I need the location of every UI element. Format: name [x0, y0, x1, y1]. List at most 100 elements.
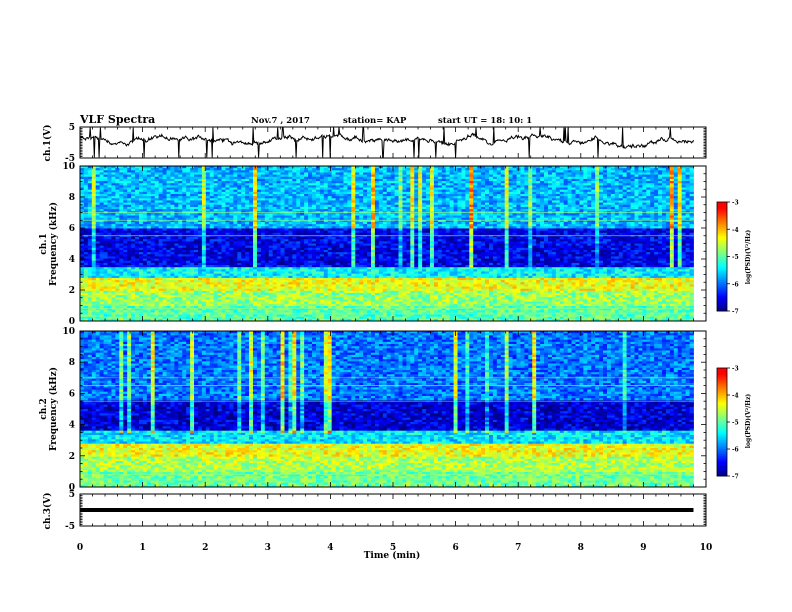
ch1-spectrogram-cell [245, 310, 250, 313]
ch1-spectrogram-cell [142, 277, 148, 281]
ch1-spectrogram-cell [245, 254, 250, 257]
ch1-spectrogram-cell [83, 230, 89, 234]
ch1-spectrogram-cell [138, 174, 144, 178]
ch1-spectrogram-cell [174, 254, 179, 257]
ch1-spectrogram-cell [280, 221, 285, 225]
ch1-spectrogram-cell [111, 196, 116, 199]
ch1-spectrogram-cell [158, 299, 163, 303]
ch1-spectrogram-cell [170, 170, 175, 173]
ch1-spectrogram-cell [174, 273, 179, 277]
ch1-spectrogram-cell [256, 191, 262, 195]
ch1-spectrogram-cell [213, 290, 219, 294]
ch1-spectrogram-cell [292, 249, 297, 253]
ch1-spectrogram-cell [111, 316, 116, 320]
ch1-spectrogram-cell [91, 230, 97, 234]
ch1-spectrogram-cell [182, 178, 187, 182]
ch1-spectrogram-cell [178, 247, 183, 251]
ch1-spectrogram-cell [225, 185, 230, 188]
ch1-spectrogram-cell [182, 226, 187, 229]
ch1-spectrogram-cell [87, 275, 93, 279]
ch1-spectrogram-cell [284, 196, 289, 199]
ch1-spectrogram-cell [209, 228, 215, 231]
ch1-spectrogram-cell [87, 243, 93, 247]
ch1-spectrogram-cell [260, 286, 266, 290]
ch1-spectrogram-cell [276, 193, 281, 197]
ch1-spectrogram-cell [123, 187, 128, 191]
ch1-spectrogram-cell [260, 249, 266, 253]
ch1-spectrogram-cell [150, 198, 156, 201]
ch1-spectrogram-cell [229, 280, 234, 283]
ch1-spectrogram-cell [111, 181, 116, 184]
ch1-spectrogram-cell [190, 299, 195, 303]
ch1-spectrogram-cell [178, 282, 183, 285]
ch1-spectrogram-cell [83, 193, 89, 197]
ch1-spectrogram-cell [237, 269, 242, 272]
ch1-spectrogram-cell [87, 198, 93, 201]
ch1-spectrogram-cell [194, 280, 199, 283]
ch1-spectrogram-cell [229, 316, 234, 320]
ch1-spectrogram-cell [276, 247, 281, 251]
ch1-spectrogram-cell [296, 249, 301, 253]
ch1-spectrogram-cell [276, 215, 281, 219]
ch1-spectrogram-cell [166, 277, 171, 281]
ch1-spectrogram-cell [197, 286, 203, 290]
ch1-spectrogram-cell [80, 301, 85, 305]
ch1-spectrogram-cell [217, 178, 222, 182]
ch1-spectrogram-cell [142, 273, 148, 277]
ch1-spectrogram-cell [225, 183, 230, 186]
ch1-spectrogram-cell [135, 239, 140, 242]
ch1-spectrogram-cell [296, 183, 301, 186]
ch1-spectrogram-cell [158, 187, 163, 191]
ch1-spectrogram-cell [284, 228, 289, 231]
ch1-spectrogram-cell [272, 267, 278, 270]
ch1-spectrogram-cell [205, 301, 211, 305]
ch1-spectrogram-cell [142, 293, 148, 296]
ch1-spectrogram-cell [284, 258, 289, 262]
ch1-spectrogram-cell [174, 280, 179, 283]
ch1-spectrogram-cell [95, 234, 101, 238]
ch1-spectrogram-cell [237, 284, 242, 287]
ch1-spectrogram-cell [197, 221, 203, 225]
ch1-spectrogram-cell [221, 174, 226, 178]
ch1-spectrogram-cell [87, 174, 93, 178]
ch1-spectrogram-cell [225, 204, 230, 208]
ch1-spectrogram-cell [280, 226, 285, 229]
ch1-spectrogram-cell [95, 243, 101, 247]
ch1-spectrogram-cell [237, 305, 242, 309]
ch1-spectrogram-cell [142, 172, 148, 176]
ch1-spectrogram-cell [209, 217, 215, 221]
ch1-spectrogram-cell [284, 230, 289, 234]
ch1-spectrogram-cell [217, 215, 222, 219]
ch1-spectrogram-cell [146, 280, 152, 283]
ch1-spectrogram-cell [95, 262, 101, 266]
ch1-spectrogram-cell [249, 275, 254, 279]
ch1-spectrogram-cell [241, 178, 246, 182]
ch1-spectrogram-cell [194, 239, 199, 242]
ch1-spectrogram-cell [107, 219, 112, 223]
ch1-spectrogram-cell [131, 262, 136, 266]
ch1-spectrogram-cell [182, 213, 187, 216]
ch1-spectrogram-cell [229, 200, 234, 203]
ch1-spectrogram-cell [241, 200, 246, 203]
ch1-spectrogram-cell [103, 308, 108, 311]
ch1-spectrogram-cell [205, 232, 211, 236]
ch1-spectrogram-cell [233, 267, 238, 270]
ch1-spectrogram-cell [103, 239, 108, 242]
ch1-spectrogram-cell [123, 183, 128, 186]
ch1-spectrogram-cell [146, 226, 152, 229]
ch1-spectrogram-cell [99, 204, 104, 208]
ch1-spectrogram-cell [292, 269, 297, 272]
ch1-spectrogram-cell [221, 241, 226, 244]
ch1-spectrogram-cell [249, 172, 254, 176]
ch1-spectrogram-cell [245, 312, 250, 315]
ch1-spectrogram-cell [186, 224, 191, 227]
ch1-spectrogram-cell [95, 213, 101, 216]
ch1-spectrogram-cell [83, 241, 89, 244]
ch1-spectrogram-cell [292, 166, 297, 169]
ch1-spectrogram-cell [150, 299, 156, 303]
ch1-spectrogram-cell [170, 288, 175, 292]
ch1-spectrogram-cell [111, 219, 116, 223]
ch1-spectrogram-cell [123, 277, 128, 281]
ch1-spectrogram-cell [256, 172, 262, 176]
ch1-spectrogram-cell [135, 204, 140, 208]
